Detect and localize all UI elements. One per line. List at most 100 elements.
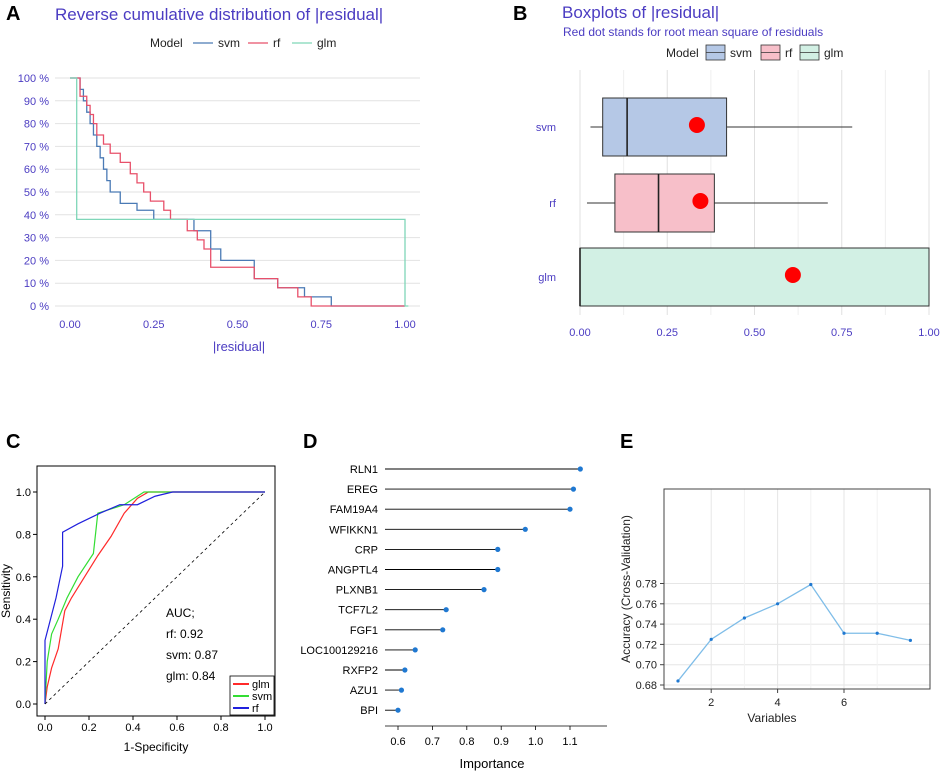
panel-d-label: BPI (360, 705, 378, 717)
panel-d-xtick: 1.0 (528, 736, 543, 748)
panel-c-auc-annotation: AUC; rf: 0.92 svm: 0.87 glm: 0.84 (166, 606, 218, 683)
panel-d-xtick: 1.1 (562, 736, 577, 748)
panel-e-ytick: 0.72 (636, 639, 657, 651)
panel-d-xtick: 0.8 (459, 736, 474, 748)
panel-e-xtick: 2 (708, 697, 714, 709)
panel-c-ytick: 1.0 (16, 487, 31, 499)
panel-a-x-ticks: 0.00 0.25 0.50 0.75 1.00 (59, 319, 415, 331)
panel-b-ytick: glm (538, 272, 556, 284)
panel-e-ytick: 0.74 (636, 619, 657, 631)
panel-d-dot (395, 707, 401, 713)
panel-d-dot (412, 647, 418, 653)
panel-d-dot (443, 607, 449, 613)
panel-a-legend: Model svm rf glm (150, 36, 336, 50)
panel-a-ytick: 60 % (24, 164, 49, 176)
panel-c-xtick: 0.6 (169, 722, 184, 734)
panel-a-legend-glm: glm (317, 36, 336, 50)
panel-d-label: FGF1 (350, 625, 378, 637)
panel-c-xtick: 1.0 (257, 722, 272, 734)
panel-b-xtick: 1.00 (918, 327, 939, 339)
panel-e-xlabel: Variables (747, 711, 796, 725)
panel-a-ytick: 90 % (24, 96, 49, 108)
panel-d-label: LOC100129216 (300, 645, 378, 657)
panel-a-ytick: 50 % (24, 187, 49, 199)
panel-b-xtick: 0.75 (831, 327, 852, 339)
panel-d-label: RLN1 (350, 464, 378, 476)
panel-e-accuracy: 0.68 0.70 0.72 0.74 0.76 0.78 2 4 6 Accuracy (C… (619, 488, 931, 725)
panel-c-xtick: 0.8 (213, 722, 228, 734)
panel-b-y-ticks: svm rf glm (536, 122, 557, 284)
panel-c-ylabel: Sensitivity (0, 564, 13, 618)
panel-e-ytick: 0.76 (636, 599, 657, 611)
panel-d-label: EREG (347, 484, 378, 496)
panel-e-accuracy-point (742, 616, 747, 620)
panel-e-xtick: 4 (775, 697, 781, 709)
panel-b-xtick: 0.00 (569, 327, 590, 339)
panel-a-ytick: 10 % (24, 278, 49, 290)
panel-a-xlabel: |residual| (213, 339, 265, 354)
panel-c-auc-svm: svm: 0.87 (166, 648, 218, 662)
panel-a-xtick: 0.00 (59, 319, 80, 331)
panel-b-ytick: svm (536, 122, 556, 134)
panel-a-ytick: 70 % (24, 141, 49, 153)
panel-a-xtick: 0.75 (311, 319, 332, 331)
panel-d-label: AZU1 (350, 685, 378, 697)
panel-d-dot (495, 546, 501, 553)
panel-d-xtick: 0.9 (494, 736, 509, 748)
panel-e-series (676, 582, 913, 683)
panel-e-ytick: 0.68 (636, 680, 657, 692)
panel-b-xtick: 0.25 (657, 327, 678, 339)
panel-e-accuracy-point (809, 582, 813, 587)
panel-c-series (44, 491, 266, 705)
panel-c-legend: glm svm rf (229, 675, 275, 716)
panel-a-legend-svm: svm (218, 36, 240, 50)
panel-d-label: RXFP2 (343, 665, 378, 677)
panel-d-dot (567, 506, 573, 512)
panel-c-auc-glm: glm: 0.84 (166, 669, 216, 683)
panel-d-dot (481, 587, 487, 593)
panel-b-boxes (579, 97, 930, 307)
panel-d-label: PLXNB1 (336, 585, 378, 597)
panel-e-accuracy-point (709, 637, 713, 641)
panel-d-xtick: 0.6 (390, 736, 405, 748)
panel-c-ytick: 0.8 (16, 529, 31, 541)
panel-e-ylabel: Accuracy (Cross-Validation) (619, 515, 633, 663)
panel-e-ytick: 0.70 (636, 660, 657, 672)
panel-d-dot (440, 627, 446, 633)
panel-a-y-ticks: 0 % 10 % 20 % 30 % 40 % 50 % 60 % 70 % 80 % 90 % 1… (18, 73, 49, 313)
panel-a-series-rf (70, 77, 405, 307)
panel-a-title: Reverse cumulative distribution of |resi… (55, 5, 383, 24)
panel-e-x-ticks: 2 4 6 (708, 689, 847, 709)
panel-c-diagonal (44, 491, 266, 705)
panel-d-label: WFIKKN1 (329, 524, 378, 536)
panel-b-rmse-dot-svm (688, 117, 705, 133)
panel-a-reverse-cdf: Reverse cumulative distribution of |resi… (18, 5, 420, 354)
panel-e-plot-box (663, 488, 931, 690)
panel-e-accuracy-point (908, 638, 913, 642)
panel-label-c: C (6, 431, 20, 453)
panel-d-label: FAM19A4 (330, 504, 378, 516)
panel-b-rmse-dot-rf (692, 193, 709, 209)
panel-label-a: A (6, 3, 20, 25)
panel-d-dot (577, 466, 583, 472)
panel-d-label: TCF7L2 (338, 605, 378, 617)
panel-b-subtitle: Red dot stands for root mean square of r… (563, 25, 823, 39)
panel-a-ytick: 20 % (24, 255, 49, 267)
panel-b-ytick: rf (549, 198, 557, 210)
panel-a-xtick: 1.00 (394, 319, 415, 331)
panel-c-x-ticks: 0.0 0.2 0.4 0.6 0.8 1.0 (37, 716, 273, 734)
panel-e-y-ticks: 0.68 0.70 0.72 0.74 0.76 0.78 (636, 579, 664, 692)
panel-c-roc-svm (44, 491, 265, 705)
panel-c-ytick: 0.0 (16, 699, 31, 711)
panel-e-xtick: 6 (841, 697, 847, 709)
panel-b-xtick: 0.50 (744, 327, 765, 339)
panel-c-legend-svm: svm (252, 691, 272, 703)
panel-b-legend-glm: glm (824, 46, 843, 60)
panel-a-legend-rf: rf (273, 36, 281, 50)
panel-a-ytick: 80 % (24, 119, 49, 131)
panel-d-x-ticks: 0.6 0.7 0.8 0.9 1.0 1.1 (390, 726, 578, 748)
panel-a-xtick: 0.50 (227, 319, 248, 331)
panel-a-ytick: 100 % (18, 73, 49, 85)
panel-a-ytick: 30 % (24, 233, 49, 245)
